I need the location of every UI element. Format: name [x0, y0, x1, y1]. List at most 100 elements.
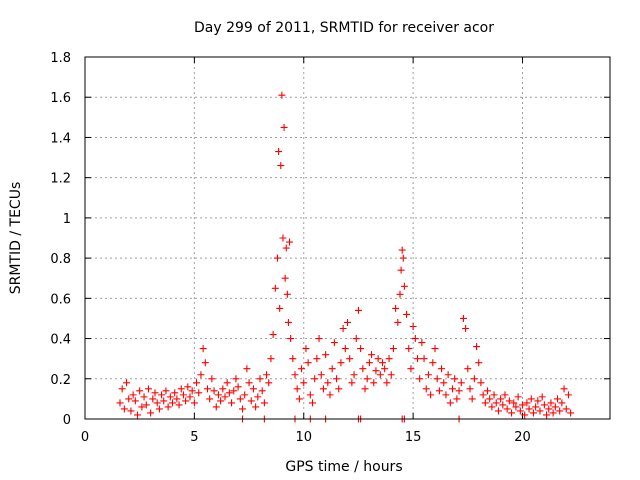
data-point — [169, 399, 176, 407]
data-point — [420, 355, 428, 363]
data-point — [374, 355, 382, 363]
data-point — [129, 391, 137, 399]
data-point — [206, 395, 214, 403]
data-point — [457, 379, 465, 387]
data-point — [138, 403, 146, 411]
data-point — [144, 385, 152, 393]
data-point — [260, 399, 268, 407]
data-point — [324, 379, 332, 387]
data-point — [179, 391, 187, 399]
data-point — [376, 371, 384, 379]
data-point — [477, 379, 485, 387]
y-tick-label: 0.6 — [50, 292, 71, 307]
data-point — [140, 393, 148, 401]
data-point — [274, 254, 281, 262]
data-point — [247, 397, 255, 405]
data-point — [298, 365, 306, 373]
data-point — [293, 385, 301, 393]
data-point — [403, 310, 411, 318]
data-point — [276, 304, 284, 312]
data-point — [228, 399, 236, 407]
data-point — [153, 399, 161, 407]
data-point — [523, 399, 531, 407]
data-point — [214, 391, 222, 399]
x-tick-label: 20 — [514, 430, 531, 445]
data-point — [291, 371, 299, 379]
data-point — [333, 375, 341, 383]
data-point — [444, 371, 452, 379]
data-point — [151, 389, 159, 397]
data-point — [158, 391, 166, 399]
data-point — [155, 405, 163, 413]
data-point — [394, 318, 402, 326]
data-point — [505, 397, 513, 405]
data-point — [267, 355, 275, 363]
data-point — [370, 379, 378, 387]
data-point — [532, 403, 540, 411]
data-point — [160, 397, 168, 405]
data-point — [442, 391, 450, 399]
data-point — [422, 385, 430, 393]
data-point — [149, 395, 157, 403]
data-point — [435, 387, 443, 395]
data-point — [556, 407, 564, 415]
data-point — [280, 123, 288, 131]
x-tick-label: 10 — [295, 430, 312, 445]
data-point — [232, 375, 240, 383]
data-point — [162, 387, 170, 395]
x-tick-label: 5 — [190, 430, 198, 445]
data-point — [188, 387, 196, 395]
data-point — [409, 322, 417, 330]
data-point — [503, 405, 511, 413]
data-point — [147, 409, 155, 417]
data-point — [125, 395, 133, 403]
data-point — [431, 345, 439, 353]
data-point — [258, 387, 266, 395]
y-tick-label: 0.4 — [50, 333, 71, 348]
y-tick-label: 1.6 — [50, 91, 71, 106]
y-tick-label: 0.8 — [50, 252, 71, 267]
data-point — [473, 343, 481, 351]
x-tick-label: 0 — [81, 430, 89, 445]
data-point — [510, 399, 518, 407]
data-point — [142, 401, 150, 409]
data-point — [217, 397, 225, 405]
data-point — [424, 371, 432, 379]
data-point — [241, 391, 249, 399]
data-point — [383, 379, 391, 387]
data-point — [234, 383, 242, 391]
data-point — [381, 365, 389, 373]
y-axis-label: SRMTID / TECUs — [8, 182, 24, 295]
data-point — [538, 393, 546, 401]
data-point — [221, 393, 229, 401]
data-point — [249, 385, 257, 393]
data-point — [357, 345, 365, 353]
data-point — [512, 403, 520, 411]
data-point — [182, 397, 190, 405]
data-point — [311, 375, 319, 383]
data-point — [453, 395, 461, 403]
data-point — [123, 379, 131, 387]
data-point — [416, 375, 424, 383]
data-point — [225, 389, 233, 397]
x-tick-label: 15 — [405, 430, 422, 445]
data-point — [166, 393, 174, 401]
data-point — [379, 359, 386, 367]
plot-frame — [84, 56, 611, 420]
data-point — [309, 399, 316, 407]
data-point — [315, 335, 323, 343]
data-point — [451, 375, 459, 383]
data-point — [486, 395, 494, 403]
data-point — [199, 345, 207, 353]
data-point — [488, 403, 496, 411]
data-point — [300, 379, 308, 387]
data-point — [354, 306, 362, 314]
data-point — [134, 411, 141, 419]
data-point — [549, 409, 557, 417]
data-point — [195, 389, 203, 397]
data-point — [210, 387, 218, 395]
data-point — [368, 351, 376, 359]
data-point — [201, 359, 209, 367]
data-point — [427, 391, 435, 399]
